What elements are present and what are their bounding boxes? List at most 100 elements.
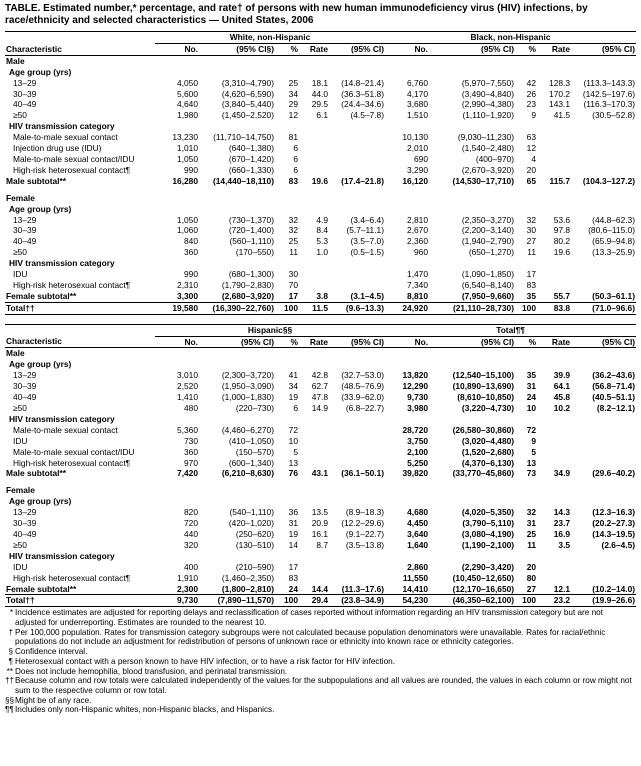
table-cell [299,436,329,447]
table-cell: (1,460–2,350) [221,572,274,583]
table-cell: (20.2–27.3) [592,518,636,529]
table-cell: (116.3–170.3) [583,99,636,110]
table-cell: (104.3–127.2) [582,175,636,186]
table-cell: (3,790–5,110) [462,518,515,529]
table-cell: (3.5–13.8) [345,539,385,550]
table-cell: (8.9–18.3) [345,507,385,518]
data-table: White, non-Hispanic Black, non-Hispanic Ch… [5,31,637,315]
row-label: HIV transmission category [9,413,115,424]
footnote-text: Does not include hemophilia, blood trans… [15,666,288,676]
row-label: Total†† [5,301,155,315]
table-cell: (1,110–1,920) [462,110,514,121]
table-cell [329,447,385,458]
table-row: Male-to-male sexual contact 5,360 (4,460–6… [5,425,636,436]
row-label: ≥50 [13,539,27,550]
row-label: HIV transmission category [9,121,115,132]
table-cell: (1,000–1,830) [221,392,274,403]
table-cell: (6,210–8,630) [221,468,274,479]
footnotes: * Incidence estimates are adjusted for re… [5,608,636,715]
table-cell: 31 [288,518,298,529]
table-cell [329,269,385,280]
row-label: 40–49 [13,236,37,247]
column-header: % [515,336,538,349]
table-row: ≥50 1,980 (1,450–2,520) 12 6.1 (4.5–7.8) 1,510… [5,110,636,121]
table-cell: 730 [184,435,198,446]
table-cell [537,458,571,469]
table-cell: (410–1,050) [228,435,274,446]
table-cell: (730–1,370) [228,214,274,225]
table-cell: 83 [526,279,536,290]
table-cell: 10 [288,435,298,446]
footnote-text: Includes only non-Hispanic whites, non-H… [15,705,275,715]
table-cell: (80.6–115.0) [588,225,636,236]
table-row: 13–29 3,010 (2,300–3,720) 41 42.8 (32.7–53.0)… [5,370,636,381]
table-cell: 43.1 [311,468,328,479]
table-cell [299,447,329,458]
footnote: ¶¶ Includes only non-Hispanic whites, non… [5,705,636,715]
row-label: Male-to-male sexual contact [13,132,118,143]
table-cell: (540–1,110) [229,507,274,518]
table-row: ≥50 360 (170–550) 11 1.0 (0.5–1.5) 960 (650–1,2… [5,247,636,258]
table-cell [537,132,571,143]
table-row: 13–29 820 (540–1,110) 36 13.5 (8.9–18.3) 4,680… [5,507,636,518]
table-cell: 14.9 [311,403,328,413]
table-row: High-risk heterosexual contact¶ 1,910 (1,4… [5,573,636,584]
table-row: ≥50 320 (130–510) 14 8.7 (3.5–13.8) 1,640 (1,19… [5,540,636,551]
table-cell: 3,010 [177,370,198,381]
table-cell: 41.5 [553,110,570,121]
table-cell: 5,250 [407,457,429,468]
group-header: Black, non-Hispanic [385,31,637,44]
column-header: Characteristic [5,43,155,56]
table-cell: 6 [293,403,298,413]
table-cell: (170–550) [235,247,274,258]
table-cell: (3,220–4,730) [461,403,515,413]
footnote-text: Because column and row totals were calcu… [15,676,632,695]
table-cell: (14,530–17,710) [452,175,514,186]
table-cell: (640–1,380) [228,143,274,154]
table-cell [571,447,636,458]
table-row: Female subtotal** 3,300 (2,680–3,920) 17 3.8… [5,291,636,302]
table-cell: 100 [275,594,299,608]
table-cell [571,573,636,584]
table-cell: 2,860 [407,561,429,572]
row-label: IDU [13,561,28,572]
table-cell: 17 [288,561,298,572]
table-row: Male-to-male sexual contact/IDU 360 (150–5… [5,447,636,458]
table-cell: 35 [526,370,537,381]
table-cell: 1,470 [407,269,428,280]
table-cell: 4.9 [316,214,328,225]
table-cell: 11.5 [299,301,329,315]
table-cell: 3.8 [316,290,328,301]
row-label: Male subtotal** [6,468,67,479]
table-cell: 6 [293,164,298,175]
table-cell: 29.4 [299,594,329,608]
table-cell: 97.8 [553,225,570,236]
table-cell: 32 [526,507,537,518]
table-cell: 720 [184,518,198,529]
table-cell [571,165,636,176]
table-cell: 14.3 [553,507,571,518]
table-cell: 2,360 [407,236,428,247]
table-cell: (4,620–6,590) [221,88,274,99]
table-cell: 9,730 [407,392,429,403]
column-header: Rate [299,43,329,56]
table-cell: (3,310–4,790) [221,77,274,88]
row-label: 40–49 [13,528,37,539]
table-cell: (36.1–50.1) [341,468,385,479]
table-cell: 34 [288,381,298,392]
table-cell: (14,440–18,110) [212,175,274,186]
table-cell: 1,010 [177,143,198,154]
table-row: 30–39 2,520 (1,950–3,090) 34 62.7 (48.5–76.9)… [5,381,636,392]
table-head: Hispanic§§ Total¶¶ Characteristic No. (95% C… [5,323,637,349]
table-cell: 30 [526,225,536,236]
table-cell: 1,410 [177,392,198,403]
footnote-text: Might be of any race. [15,695,92,705]
table-cell: (600–1,340) [228,457,274,468]
table-cell: 143.1 [549,99,570,110]
table-cell: 19.6 [311,175,328,186]
table-cell: (3.4–6.4) [350,214,384,225]
table-row: Male [5,348,636,359]
row-label: ≥50 [13,110,27,121]
column-header: Rate [299,336,329,349]
